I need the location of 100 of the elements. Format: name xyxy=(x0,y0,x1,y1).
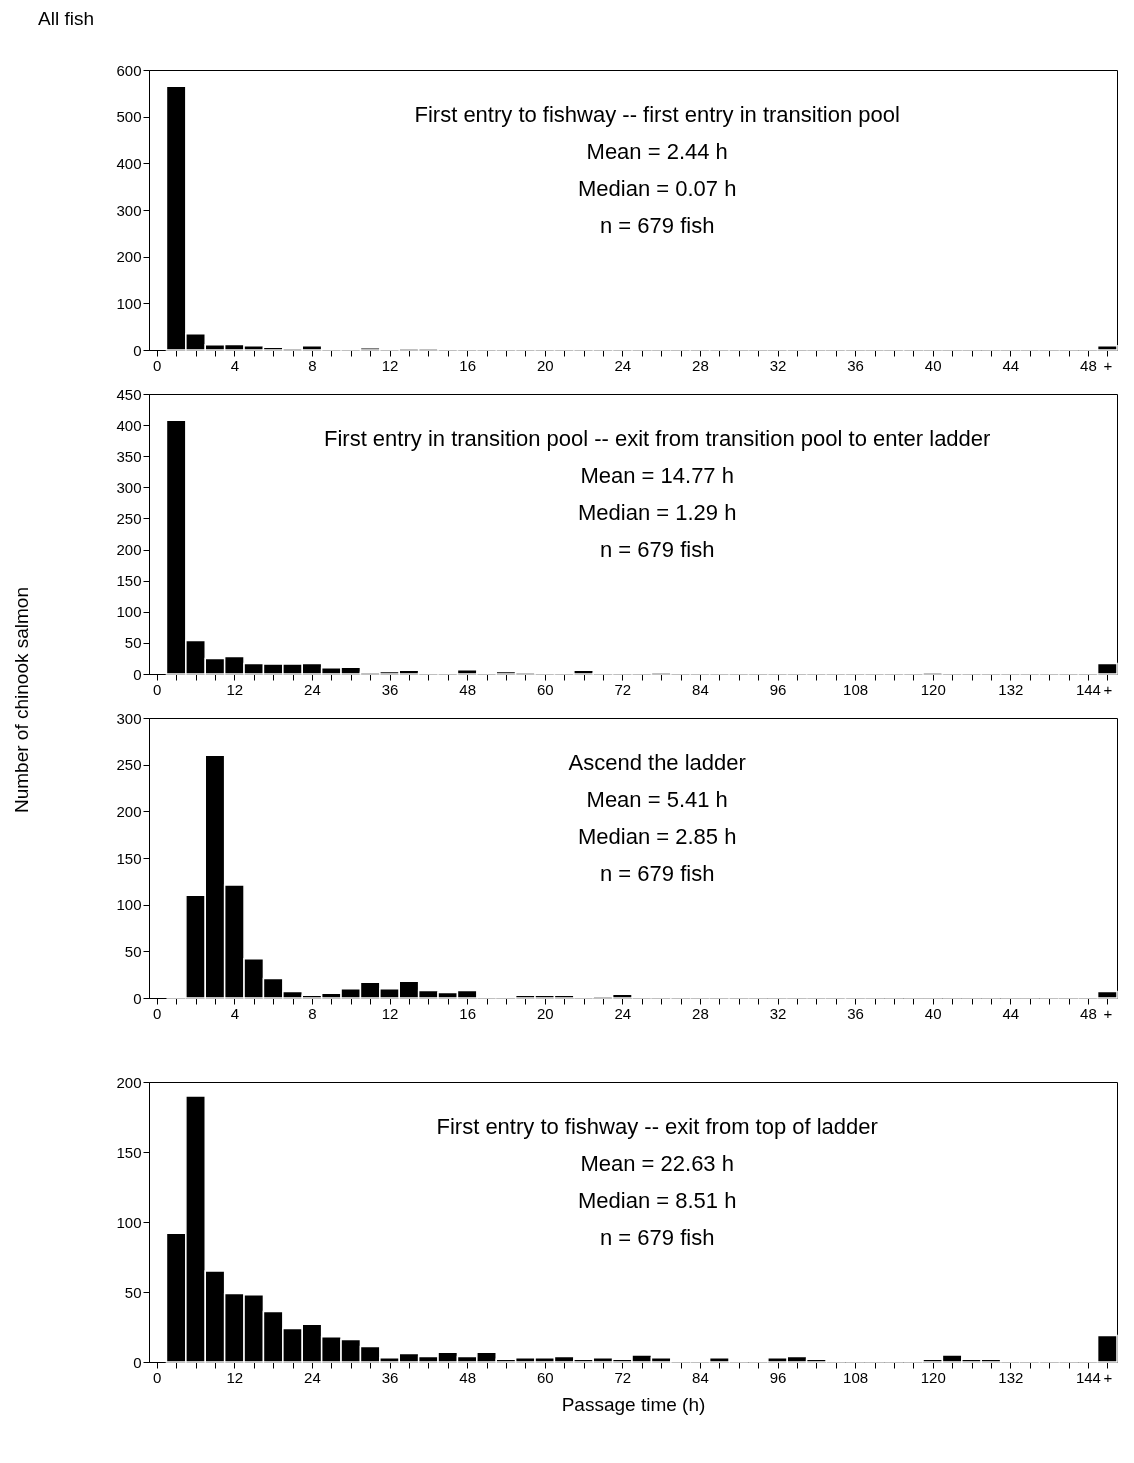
annotation: Median = 2.85 h xyxy=(578,824,737,849)
x-tick-label: 4 xyxy=(230,1004,240,1022)
y-tick-label: 300 xyxy=(116,478,142,496)
annotation: Median = 0.07 h xyxy=(578,176,737,201)
x-tick-label: 32 xyxy=(769,1004,787,1022)
x-tick-label: 0 xyxy=(153,680,162,698)
x-tick-label: 60 xyxy=(536,1368,554,1386)
y-tick-label: 0 xyxy=(133,989,142,1007)
x-tick-label: 20 xyxy=(536,356,554,374)
annotation: First entry to fishway -- exit from top of ladder xyxy=(436,1114,878,1139)
y-tick-label: 200 xyxy=(116,1073,142,1091)
y-tick-label: 100 xyxy=(116,603,142,621)
x-tick-label: 28 xyxy=(692,356,709,374)
x-tick-label: 24 xyxy=(614,1004,632,1022)
y-tick-label: 250 xyxy=(116,756,142,774)
x-tick-label: 72 xyxy=(614,1368,632,1386)
x-tick-label: 144 xyxy=(1075,1368,1101,1386)
x-tick-label: 108 xyxy=(843,680,869,698)
x-tick-label: 16 xyxy=(459,1004,476,1022)
annotation: Median = 8.51 h xyxy=(578,1188,737,1213)
y-tick-label: 250 xyxy=(116,509,142,527)
x-tick-label: 48 xyxy=(1080,1004,1097,1022)
y-tick-label: 0 xyxy=(133,665,142,683)
x-axis-title: Passage time (h) xyxy=(561,1393,706,1415)
y-tick-label: 300 xyxy=(116,201,142,219)
annotation: Mean = 2.44 h xyxy=(586,139,728,164)
x-tick-label: 36 xyxy=(847,1004,864,1022)
x-tick-label: 24 xyxy=(304,680,321,698)
x-tick-label: + xyxy=(1103,680,1113,698)
x-tick-label: 132 xyxy=(998,680,1024,698)
x-tick-label: 40 xyxy=(924,1004,942,1022)
x-tick-label: 60 xyxy=(536,680,554,698)
x-tick-label: 24 xyxy=(614,356,632,374)
x-tick-label: 120 xyxy=(920,1368,946,1386)
y-tick-label: 200 xyxy=(116,248,142,266)
y-tick-label: 150 xyxy=(116,572,142,590)
x-tick-label: 48 xyxy=(459,680,476,698)
x-tick-label: 84 xyxy=(692,680,709,698)
x-tick-label: 72 xyxy=(614,680,632,698)
x-tick-label: 48 xyxy=(459,1368,476,1386)
x-tick-label: 44 xyxy=(1002,356,1020,374)
y-tick-label: 600 xyxy=(116,61,142,79)
y-tick-label: 100 xyxy=(116,1213,142,1231)
annotation: n = 679 fish xyxy=(600,537,715,562)
x-tick-label: 32 xyxy=(769,356,787,374)
x-tick-label: 48 xyxy=(1080,356,1097,374)
annotation: Ascend the ladder xyxy=(568,750,746,775)
chart-title: All fish xyxy=(38,8,94,30)
y-tick-label: 50 xyxy=(124,1283,142,1301)
x-tick-label: 44 xyxy=(1002,1004,1020,1022)
y-tick-label: 450 xyxy=(116,385,142,403)
x-tick-label: + xyxy=(1103,1368,1113,1386)
x-tick-label: 84 xyxy=(692,1368,709,1386)
x-tick-label: 12 xyxy=(226,680,244,698)
x-tick-label: 108 xyxy=(843,1368,869,1386)
x-tick-label: 12 xyxy=(381,1004,399,1022)
x-tick-label: 40 xyxy=(924,356,942,374)
y-tick-label: 0 xyxy=(133,1353,142,1371)
x-tick-label: 36 xyxy=(381,680,399,698)
x-tick-label: + xyxy=(1103,356,1113,374)
x-tick-label: 96 xyxy=(769,680,787,698)
annotation: n = 679 fish xyxy=(600,861,715,886)
x-tick-label: + xyxy=(1103,1004,1113,1022)
x-tick-label: 132 xyxy=(998,1368,1024,1386)
y-tick-label: 150 xyxy=(116,849,142,867)
annotation: First entry in transition pool -- exit from transition pool to enter ladder xyxy=(324,426,991,451)
y-tick-label: 350 xyxy=(116,447,142,465)
x-tick-label: 20 xyxy=(536,1004,554,1022)
x-tick-label: 0 xyxy=(153,1004,162,1022)
annotation: Median = 1.29 h xyxy=(578,500,737,525)
x-tick-label: 28 xyxy=(692,1004,709,1022)
x-tick-label: 4 xyxy=(230,356,240,374)
x-tick-label: 8 xyxy=(308,1004,317,1022)
y-tick-label: 400 xyxy=(116,416,142,434)
x-tick-label: 24 xyxy=(304,1368,321,1386)
y-tick-label: 100 xyxy=(116,294,142,312)
y-tick-label: 100 xyxy=(116,896,142,914)
annotation: Mean = 5.41 h xyxy=(586,787,728,812)
annotation: Mean = 22.63 h xyxy=(580,1151,734,1176)
x-tick-label: 36 xyxy=(381,1368,399,1386)
y-tick-label: 200 xyxy=(116,541,142,559)
annotation: n = 679 fish xyxy=(600,213,715,238)
annotation: Mean = 14.77 h xyxy=(580,463,734,488)
x-tick-label: 0 xyxy=(153,356,162,374)
y-tick-label: 500 xyxy=(116,108,142,126)
y-tick-label: 400 xyxy=(116,154,142,172)
y-tick-label: 200 xyxy=(116,802,142,820)
x-tick-label: 144 xyxy=(1075,680,1101,698)
y-tick-label: 300 xyxy=(116,709,142,727)
x-tick-label: 16 xyxy=(459,356,476,374)
annotation: n = 679 fish xyxy=(600,1225,715,1250)
y-tick-label: 50 xyxy=(124,634,142,652)
x-tick-label: 8 xyxy=(308,356,317,374)
x-tick-label: 12 xyxy=(226,1368,244,1386)
x-tick-label: 36 xyxy=(847,356,864,374)
y-axis-title: Number of chinook salmon xyxy=(11,587,33,813)
x-tick-label: 0 xyxy=(153,1368,162,1386)
y-tick-label: 0 xyxy=(133,341,142,359)
x-tick-label: 12 xyxy=(381,356,399,374)
x-tick-label: 96 xyxy=(769,1368,787,1386)
